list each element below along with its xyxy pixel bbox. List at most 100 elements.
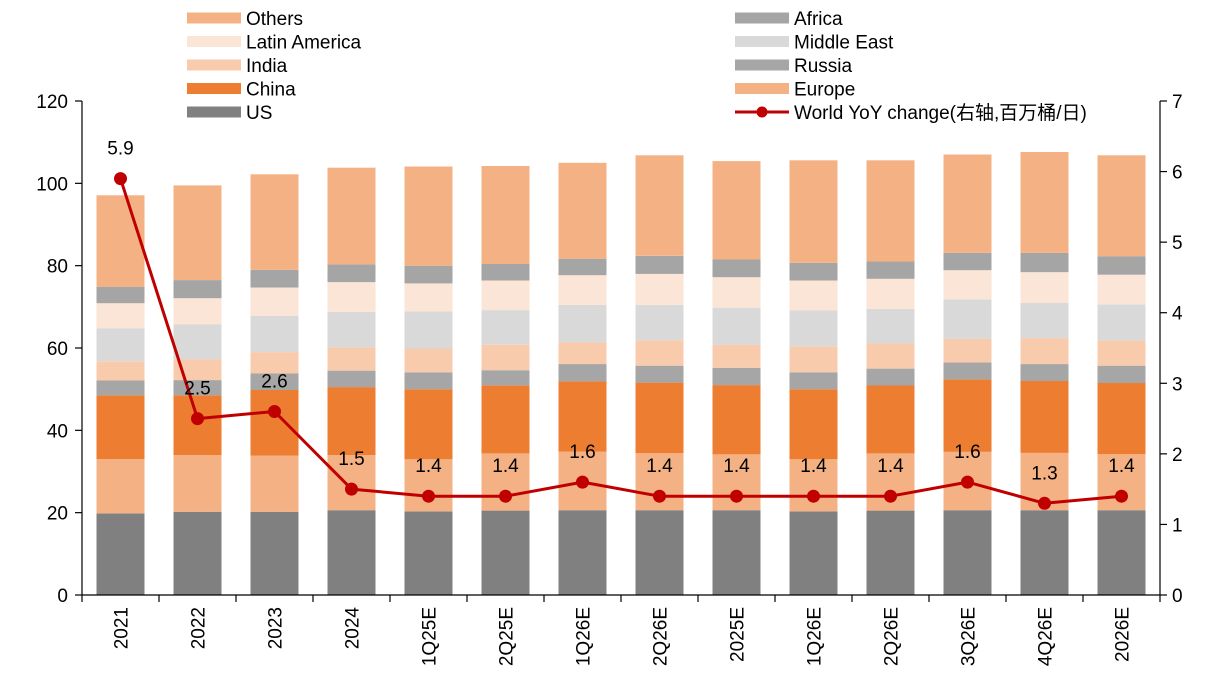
bar-india-9: [789, 346, 838, 373]
bar-others-8: [712, 161, 761, 260]
bar-china-13: [1097, 383, 1146, 455]
bar-russia-4: [404, 372, 453, 390]
bar-latin-america-8: [712, 277, 761, 308]
world-yoy-data-label-9: 1.4: [800, 456, 827, 477]
bar-africa-10: [866, 261, 915, 279]
world-yoy-point-11: [961, 475, 974, 489]
bar-india-5: [481, 344, 530, 371]
bar-others-4: [404, 166, 453, 266]
bar-russia-7: [635, 365, 684, 383]
y-tick-label: 0: [57, 586, 68, 607]
legend-line-marker: [756, 106, 768, 118]
bar-india-10: [866, 343, 915, 369]
bar-india-6: [558, 342, 607, 364]
x-tick-label: 2Q26E: [882, 607, 903, 666]
world-yoy-point-13: [1115, 489, 1128, 503]
bar-middle-east-2: [250, 315, 299, 353]
bar-latin-america-9: [789, 280, 838, 311]
bar-russia-12: [1020, 364, 1069, 381]
y2-tick-label: 7: [1172, 92, 1183, 113]
legend-swatch-europe: [735, 83, 789, 94]
bar-india-7: [635, 340, 684, 366]
world-yoy-line: [119, 178, 1122, 505]
bar-europe-0: [96, 459, 145, 514]
world-yoy-point-9: [807, 489, 820, 503]
bar-china-12: [1020, 380, 1069, 453]
x-tick-label: 2021: [112, 607, 133, 649]
bar-latin-america-10: [866, 278, 915, 309]
bar-middle-east-6: [558, 304, 607, 343]
bar-middle-east-7: [635, 304, 684, 341]
x-tick-label: 1Q26E: [805, 607, 826, 666]
y2-tick-label: 2: [1172, 445, 1183, 466]
bar-china-7: [635, 382, 684, 453]
bar-us-5: [481, 510, 530, 595]
x-tick-label: 2024: [343, 607, 364, 650]
legend-swatch-others: [187, 12, 241, 24]
legend-swatch-india: [187, 59, 241, 71]
y2-tick-label: 6: [1172, 163, 1183, 184]
bar-china-8: [712, 385, 761, 455]
bar-us-7: [635, 510, 684, 595]
bar-latin-america-6: [558, 275, 607, 305]
bar-middle-east-12: [1020, 302, 1069, 339]
bar-china-11: [943, 379, 992, 452]
world-yoy-data-label-6: 1.6: [569, 442, 595, 463]
bar-india-0: [96, 361, 145, 381]
bar-us-11: [943, 510, 992, 595]
bar-latin-america-12: [1020, 272, 1069, 303]
bar-middle-east-1: [173, 324, 222, 360]
bar-middle-east-9: [789, 310, 838, 347]
world-yoy-data-label-1: 2.5: [184, 379, 210, 400]
world-yoy-point-6: [576, 475, 589, 489]
legend-label-us: US: [246, 103, 272, 124]
bar-others-1: [173, 185, 222, 281]
bar-africa-2: [250, 269, 299, 288]
bar-russia-5: [481, 370, 530, 386]
bar-africa-13: [1097, 256, 1146, 275]
bar-latin-america-1: [173, 298, 222, 325]
legend-label-europe: Europe: [794, 80, 855, 101]
y-tick-label: 80: [47, 257, 68, 278]
bar-others-12: [1020, 152, 1069, 253]
bar-russia-6: [558, 364, 607, 382]
world-yoy-data-label-10: 1.4: [877, 456, 904, 477]
bar-latin-america-4: [404, 283, 453, 312]
x-tick-label: 1Q25E: [420, 607, 441, 666]
bar-latin-america-0: [96, 303, 145, 329]
legend-label-russia: Russia: [794, 56, 853, 77]
world-yoy-point-5: [499, 489, 512, 503]
bar-africa-7: [635, 255, 684, 274]
x-tick-label: 1Q26E: [574, 607, 595, 666]
x-tick-label: 2023: [266, 607, 287, 649]
x-tick-label: 3Q26E: [959, 607, 980, 666]
bar-others-7: [635, 155, 684, 256]
bar-us-12: [1020, 510, 1069, 595]
bar-india-12: [1020, 338, 1069, 364]
bar-latin-america-5: [481, 280, 530, 311]
bar-others-10: [866, 160, 915, 262]
world-yoy-point-10: [884, 489, 897, 503]
world-yoy-data-label-7: 1.4: [646, 456, 673, 477]
legend-swatch-china: [187, 83, 241, 94]
bar-us-13: [1097, 510, 1146, 595]
x-tick-label: 2025E: [728, 607, 749, 662]
bar-china-0: [96, 395, 145, 460]
bar-china-3: [327, 387, 376, 455]
legend-label-world-yoy: World YoY change(右轴,百万桶/日): [794, 102, 1087, 124]
y-tick-label: 60: [47, 339, 68, 360]
world-yoy-point-4: [422, 489, 435, 503]
bar-africa-1: [173, 280, 222, 299]
bar-us-6: [558, 510, 607, 595]
bar-middle-east-5: [481, 310, 530, 345]
bar-us-3: [327, 510, 376, 595]
world-yoy-data-label-4: 1.4: [415, 456, 442, 477]
world-yoy-data-label-0: 5.9: [107, 139, 133, 160]
y-tick-label: 40: [47, 421, 68, 442]
legend-label-others: Others: [246, 9, 303, 30]
bar-africa-6: [558, 258, 607, 276]
bar-latin-america-11: [943, 270, 992, 300]
world-yoy-point-0: [114, 172, 127, 186]
